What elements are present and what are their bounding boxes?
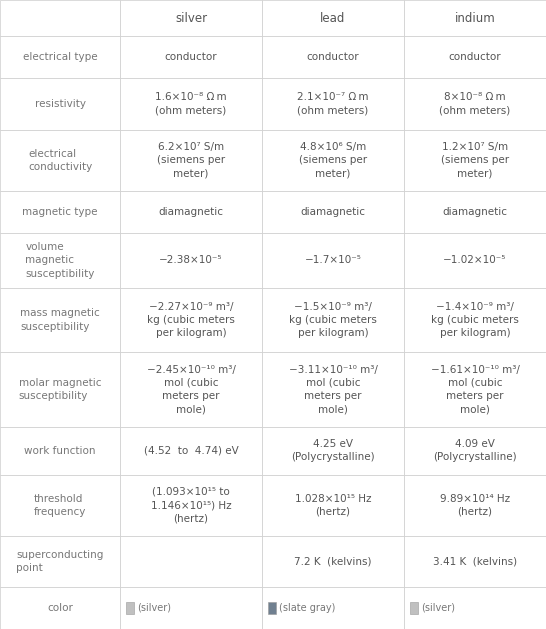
Text: diamagnetic: diamagnetic <box>158 207 224 217</box>
Text: 8×10⁻⁸ Ω m
(ohm meters): 8×10⁻⁸ Ω m (ohm meters) <box>440 92 511 116</box>
Text: conductor: conductor <box>165 52 217 62</box>
Text: 6.2×10⁷ S/m
(siemens per
meter): 6.2×10⁷ S/m (siemens per meter) <box>157 142 225 179</box>
Text: lead: lead <box>321 11 346 25</box>
Bar <box>0 130 120 191</box>
Text: 7.2 K  (kelvins): 7.2 K (kelvins) <box>294 556 372 566</box>
Bar <box>404 535 546 587</box>
Bar <box>404 352 546 427</box>
Bar <box>404 78 546 130</box>
Bar <box>404 475 546 535</box>
Text: magnetic type: magnetic type <box>22 207 98 217</box>
Bar <box>120 78 262 130</box>
Bar <box>126 603 134 614</box>
Text: −2.38×10⁻⁵: −2.38×10⁻⁵ <box>159 255 223 265</box>
Text: color: color <box>47 603 73 613</box>
Bar <box>262 0 404 36</box>
Bar <box>262 191 404 233</box>
Bar <box>0 0 120 36</box>
Text: diamagnetic: diamagnetic <box>300 207 366 217</box>
Bar <box>404 587 546 629</box>
Bar <box>120 0 262 36</box>
Bar <box>0 587 120 629</box>
Text: electrical
conductivity: electrical conductivity <box>28 148 92 172</box>
Bar <box>0 288 120 352</box>
Bar <box>410 603 418 614</box>
Text: threshold
frequency: threshold frequency <box>34 494 86 517</box>
Text: −2.27×10⁻⁹ m³/
kg (cubic meters
per kilogram): −2.27×10⁻⁹ m³/ kg (cubic meters per kilo… <box>147 302 235 338</box>
Text: 1.028×10¹⁵ Hz
(hertz): 1.028×10¹⁵ Hz (hertz) <box>295 494 371 517</box>
Bar <box>404 191 546 233</box>
Text: superconducting
point: superconducting point <box>16 550 104 573</box>
Bar <box>262 427 404 475</box>
Bar <box>262 36 404 78</box>
Bar <box>262 233 404 288</box>
Bar <box>0 352 120 427</box>
Bar <box>404 130 546 191</box>
Text: (1.093×10¹⁵ to
1.146×10¹⁵) Hz
(hertz): (1.093×10¹⁵ to 1.146×10¹⁵) Hz (hertz) <box>151 487 232 523</box>
Bar <box>120 427 262 475</box>
Text: electrical type: electrical type <box>23 52 97 62</box>
Bar <box>0 78 120 130</box>
Bar <box>262 130 404 191</box>
Bar <box>262 587 404 629</box>
Text: −1.02×10⁻⁵: −1.02×10⁻⁵ <box>443 255 507 265</box>
Text: molar magnetic
susceptibility: molar magnetic susceptibility <box>19 378 102 401</box>
Bar <box>0 233 120 288</box>
Text: 9.89×10¹⁴ Hz
(hertz): 9.89×10¹⁴ Hz (hertz) <box>440 494 510 517</box>
Text: −1.7×10⁻⁵: −1.7×10⁻⁵ <box>305 255 361 265</box>
Text: 1.6×10⁻⁸ Ω m
(ohm meters): 1.6×10⁻⁸ Ω m (ohm meters) <box>155 92 227 116</box>
Text: −3.11×10⁻¹⁰ m³/
mol (cubic
meters per
mole): −3.11×10⁻¹⁰ m³/ mol (cubic meters per mo… <box>289 365 377 415</box>
Bar <box>120 475 262 535</box>
Text: silver: silver <box>175 11 207 25</box>
Text: (slate gray): (slate gray) <box>279 603 335 613</box>
Bar <box>262 288 404 352</box>
Text: 4.8×10⁶ S/m
(siemens per
meter): 4.8×10⁶ S/m (siemens per meter) <box>299 142 367 179</box>
Text: 4.25 eV
(Polycrystalline): 4.25 eV (Polycrystalline) <box>291 439 375 462</box>
Text: work function: work function <box>25 446 96 456</box>
Text: −2.45×10⁻¹⁰ m³/
mol (cubic
meters per
mole): −2.45×10⁻¹⁰ m³/ mol (cubic meters per mo… <box>147 365 235 415</box>
Bar <box>404 36 546 78</box>
Bar <box>120 233 262 288</box>
Text: −1.4×10⁻⁹ m³/
kg (cubic meters
per kilogram): −1.4×10⁻⁹ m³/ kg (cubic meters per kilog… <box>431 302 519 338</box>
Bar <box>404 0 546 36</box>
Bar <box>0 36 120 78</box>
Bar <box>120 535 262 587</box>
Bar <box>120 587 262 629</box>
Text: volume
magnetic
susceptibility: volume magnetic susceptibility <box>25 242 95 279</box>
Bar <box>404 233 546 288</box>
Text: 2.1×10⁻⁷ Ω m
(ohm meters): 2.1×10⁻⁷ Ω m (ohm meters) <box>298 92 369 116</box>
Bar <box>404 427 546 475</box>
Bar <box>404 288 546 352</box>
Bar <box>120 352 262 427</box>
Bar <box>262 535 404 587</box>
Bar <box>262 352 404 427</box>
Bar <box>0 427 120 475</box>
Bar <box>0 535 120 587</box>
Text: (4.52  to  4.74) eV: (4.52 to 4.74) eV <box>144 446 239 456</box>
Bar <box>120 130 262 191</box>
Bar <box>262 78 404 130</box>
Text: (silver): (silver) <box>421 603 455 613</box>
Bar <box>120 191 262 233</box>
Text: −1.5×10⁻⁹ m³/
kg (cubic meters
per kilogram): −1.5×10⁻⁹ m³/ kg (cubic meters per kilog… <box>289 302 377 338</box>
Text: conductor: conductor <box>449 52 501 62</box>
Text: 3.41 K  (kelvins): 3.41 K (kelvins) <box>433 556 517 566</box>
Text: (silver): (silver) <box>137 603 171 613</box>
Bar <box>0 191 120 233</box>
Bar <box>262 475 404 535</box>
Text: conductor: conductor <box>307 52 359 62</box>
Text: −1.61×10⁻¹⁰ m³/
mol (cubic
meters per
mole): −1.61×10⁻¹⁰ m³/ mol (cubic meters per mo… <box>431 365 519 415</box>
Text: resistivity: resistivity <box>34 99 86 109</box>
Text: indium: indium <box>455 11 495 25</box>
Text: 1.2×10⁷ S/m
(siemens per
meter): 1.2×10⁷ S/m (siemens per meter) <box>441 142 509 179</box>
Bar <box>268 603 276 614</box>
Bar <box>0 475 120 535</box>
Text: diamagnetic: diamagnetic <box>442 207 508 217</box>
Text: mass magnetic
susceptibility: mass magnetic susceptibility <box>20 308 100 331</box>
Text: 4.09 eV
(Polycrystalline): 4.09 eV (Polycrystalline) <box>433 439 517 462</box>
Bar <box>120 36 262 78</box>
Bar <box>120 288 262 352</box>
